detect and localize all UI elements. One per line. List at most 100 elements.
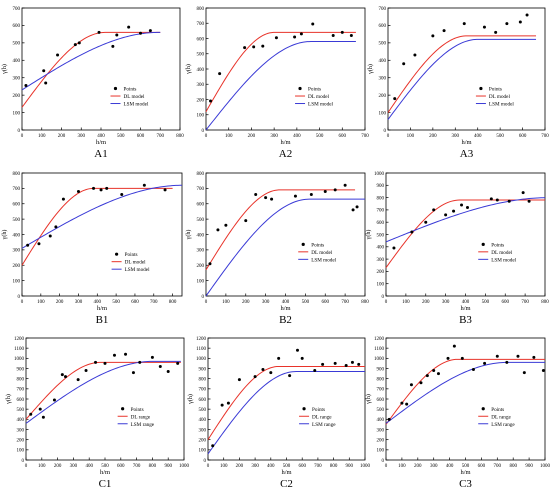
data-point [76,378,80,382]
x-tick-label: 300 [78,134,86,139]
x-tick-label: 600 [339,134,347,139]
data-point [424,220,428,224]
legend-marker-points [115,252,119,256]
data-point [521,191,525,195]
y-tick-label: 200 [199,438,207,443]
data-point [436,372,440,376]
series-line-dl [25,361,181,420]
x-tick-label: 300 [251,464,259,469]
data-point [532,355,536,359]
y-tick-label: 800 [199,377,207,382]
legend-label-lsm: LSM range [131,422,155,428]
data-point [54,225,58,229]
y-tick-label: 700 [13,7,21,12]
x-tick-label: 200 [429,134,437,139]
data-point [402,62,406,66]
y-tick-label: 0 [202,129,205,134]
y-tick-label: 400 [379,59,387,64]
series-line-dl [387,35,537,113]
x-tick-label: 500 [482,300,490,305]
y-tick-label: 1000 [196,357,207,362]
data-point [431,34,435,38]
x-tick-label: 100 [225,134,233,139]
data-point [124,352,128,356]
panel-caption: C2 [280,478,293,490]
legend-label-lsm: LSM model [123,102,148,108]
data-point [166,370,170,374]
data-point [452,344,456,348]
chart-panel-b2: 0 100 200 300 400 500 600 700 800 0 100 200 300 400 50… [185,172,369,326]
y-tick-label: 600 [379,24,387,29]
x-tick-label: 700 [494,464,502,469]
y-tick-label: 800 [17,377,25,382]
x-tick-label: 0 [385,300,388,305]
panel-caption: B2 [279,314,292,326]
x-tick-label: 100 [402,300,410,305]
y-tick-label: 100 [379,111,387,116]
data-point [444,213,448,217]
y-tick-label: 700 [377,388,385,393]
data-point [333,361,337,365]
x-tick-label: 200 [58,134,66,139]
x-axis-label: h/m [96,139,106,146]
x-tick-label: 800 [509,464,517,469]
y-tick-label: 900 [199,367,207,372]
y-tick-label: 600 [13,203,21,208]
data-point [237,378,241,382]
y-tick-label: 1200 [196,337,207,342]
data-point [115,33,119,37]
legend-label-dl: DL range [312,414,332,420]
y-tick-label: 900 [377,184,385,189]
legend-label-points: Points [491,407,504,413]
chart-panel-c1: 0 100 200 300 400 500 600 700 800 900 1000 0 100 200 3… [5,337,190,490]
y-tick-label: 1000 [374,172,385,177]
data-point [56,53,60,57]
y-tick-label: 500 [13,218,21,223]
data-point [495,198,499,202]
data-point [516,354,520,358]
data-point [97,30,101,34]
data-point [410,230,414,234]
data-point [405,402,409,406]
x-tick-label: 400 [94,300,102,305]
data-point [321,362,325,366]
y-tick-label: 500 [197,53,205,58]
x-tick-label: 800 [330,464,338,469]
data-point [505,22,509,26]
x-tick-label: 600 [137,134,145,139]
x-tick-label: 500 [283,464,291,469]
data-point [522,371,526,375]
series-line-dl [205,31,356,112]
data-point [413,53,417,57]
data-point [527,199,531,203]
y-tick-label: 200 [13,264,21,269]
x-axis-label: h/m [280,139,290,146]
x-tick-label: 0 [25,464,28,469]
data-point [432,369,436,373]
x-tick-label: 500 [112,300,120,305]
legend-marker-points [479,86,483,91]
data-point [400,401,404,405]
x-tick-label: 300 [430,464,438,469]
y-tick-label: 500 [377,233,385,238]
plot-frame [207,337,366,461]
y-tick-label: 100 [197,279,205,284]
data-point [425,374,429,378]
legend-label-dl: DL range [491,414,511,420]
series-line-lsm [21,184,183,249]
y-tick-label: 0 [384,129,387,134]
x-axis-label: h/m [280,305,290,312]
plot-frame [385,337,546,461]
data-point [387,417,391,421]
legend-label-lsm: LSM model [491,257,516,263]
data-point [26,243,30,247]
panel-caption: B1 [96,314,109,326]
y-tick-label: 700 [197,22,205,27]
data-point [253,375,257,379]
data-point [357,362,361,366]
chart-panel-a2: 0 100 200 300 400 500 600 700 0 100 200 300 400 500 60… [185,7,369,160]
y-tick-label: 1200 [14,337,25,342]
plot-frame [205,7,366,131]
y-tick-label: 200 [197,98,205,103]
